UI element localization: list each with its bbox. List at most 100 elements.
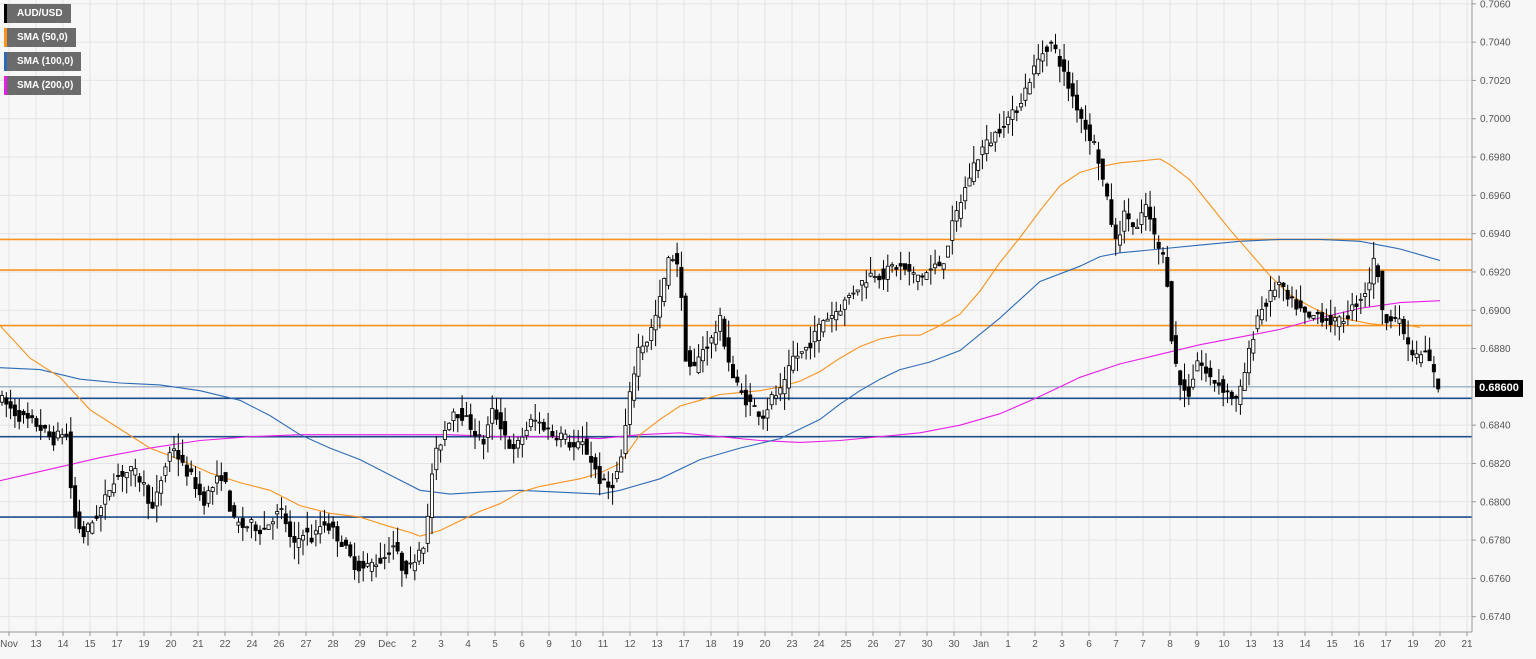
x-tick-label: 7 (1140, 639, 1146, 650)
candle-bearish (1079, 109, 1084, 119)
candle-bearish (546, 427, 551, 430)
candle-bullish (821, 320, 826, 333)
candle-bullish (645, 341, 650, 347)
candle-bearish (507, 439, 512, 449)
legend-label: SMA (200,0) (17, 80, 74, 91)
candle-bearish (550, 431, 555, 437)
candle-bearish (898, 263, 903, 267)
x-tick-label: 25 (840, 639, 852, 650)
legend-item-price[interactable]: AUD/USD (4, 4, 71, 23)
candle-bearish (361, 560, 366, 569)
candle-bullish (653, 314, 658, 331)
candle-bullish (1247, 347, 1252, 374)
candle-bearish (1208, 367, 1213, 378)
legend-item-sma50[interactable]: SMA (50,0) (4, 28, 76, 47)
candle-bearish (1066, 71, 1071, 89)
candle-bearish (1199, 362, 1204, 366)
x-tick-label: 21 (192, 639, 204, 650)
candle-bullish (614, 471, 619, 479)
candle-bearish (1281, 282, 1286, 288)
candle-bullish (1277, 281, 1282, 285)
candle-bearish (903, 263, 908, 270)
candle-bearish (1393, 317, 1398, 319)
candle-bearish (309, 537, 314, 543)
candle-bearish (292, 536, 297, 543)
candle-bullish (270, 521, 275, 525)
x-tick-label: 5 (492, 639, 498, 650)
candle-bullish (868, 272, 873, 277)
x-tick-label: 17 (111, 639, 123, 650)
candle-bearish (1216, 382, 1221, 386)
legend-label: AUD/USD (17, 8, 63, 19)
candle-bearish (240, 518, 245, 528)
candle-bullish (885, 265, 890, 280)
candle-bearish (881, 268, 886, 280)
candle-bullish (520, 436, 525, 445)
x-tick-label: 15 (1326, 639, 1338, 650)
candle-bearish (202, 491, 207, 506)
x-tick-label: 21 (1461, 639, 1473, 650)
candle-bullish (1363, 293, 1368, 297)
candle-bullish (442, 430, 447, 440)
candle-bearish (1294, 299, 1299, 310)
candle-bullish (434, 447, 439, 471)
candle-bullish (666, 257, 671, 286)
candle-bullish (700, 349, 705, 362)
candle-bullish (296, 538, 301, 548)
candle-bullish (1092, 141, 1097, 144)
candle-bearish (1109, 199, 1114, 225)
candle-bearish (688, 350, 693, 367)
y-tick-label: 0.7040 (1480, 38, 1511, 49)
candle-bearish (184, 464, 189, 477)
candle-bullish (946, 245, 951, 258)
candle-bullish (627, 391, 632, 425)
candle-bearish (1298, 300, 1303, 309)
x-tick-label: 10 (570, 639, 582, 650)
y-tick-label: 0.6780 (1480, 536, 1511, 547)
candle-bullish (924, 272, 929, 280)
candle-bearish (339, 541, 344, 547)
candle-bullish (911, 272, 916, 275)
candle-bearish (748, 394, 753, 402)
candle-bullish (933, 263, 938, 269)
candle-bullish (86, 523, 91, 532)
legend-item-sma200[interactable]: SMA (200,0) (4, 76, 82, 95)
candle-bullish (447, 422, 452, 431)
y-tick-label: 0.6900 (1480, 306, 1511, 317)
x-tick-label: 3 (1059, 639, 1065, 650)
candle-bullish (412, 561, 417, 572)
candle-bearish (481, 438, 486, 445)
candle-bearish (193, 477, 198, 490)
candle-bullish (860, 280, 865, 286)
x-tick-label: 13 (651, 639, 663, 650)
candle-bearish (1049, 41, 1054, 44)
x-tick-label: 13 (1272, 639, 1284, 650)
candle-bearish (1186, 386, 1191, 397)
candle-bearish (1401, 318, 1406, 335)
candle-bearish (722, 318, 727, 347)
candle-bullish (90, 522, 95, 534)
candle-bearish (1388, 316, 1393, 322)
candle-bearish (180, 454, 185, 463)
candle-bearish (1302, 306, 1307, 313)
candle-bearish (571, 442, 576, 448)
candle-bullish (670, 259, 675, 262)
legend-swatch-sma50 (4, 28, 7, 47)
candle-bearish (692, 361, 697, 367)
legend-item-sma100[interactable]: SMA (100,0) (4, 52, 82, 71)
candle-bearish (503, 421, 508, 436)
x-tick-label: 17 (1380, 639, 1392, 650)
y-tick-label: 0.7060 (1480, 0, 1511, 10)
candle-bullish (163, 466, 168, 476)
x-tick-label: 19 (732, 639, 744, 650)
candle-bullish (752, 405, 757, 407)
candle-bearish (1436, 378, 1441, 390)
candle-bullish (1251, 338, 1256, 354)
candle-bullish (632, 373, 637, 401)
candle-bearish (1221, 379, 1226, 393)
candle-bearish (541, 422, 546, 431)
candle-bullish (266, 524, 271, 530)
candle-bearish (511, 444, 516, 450)
